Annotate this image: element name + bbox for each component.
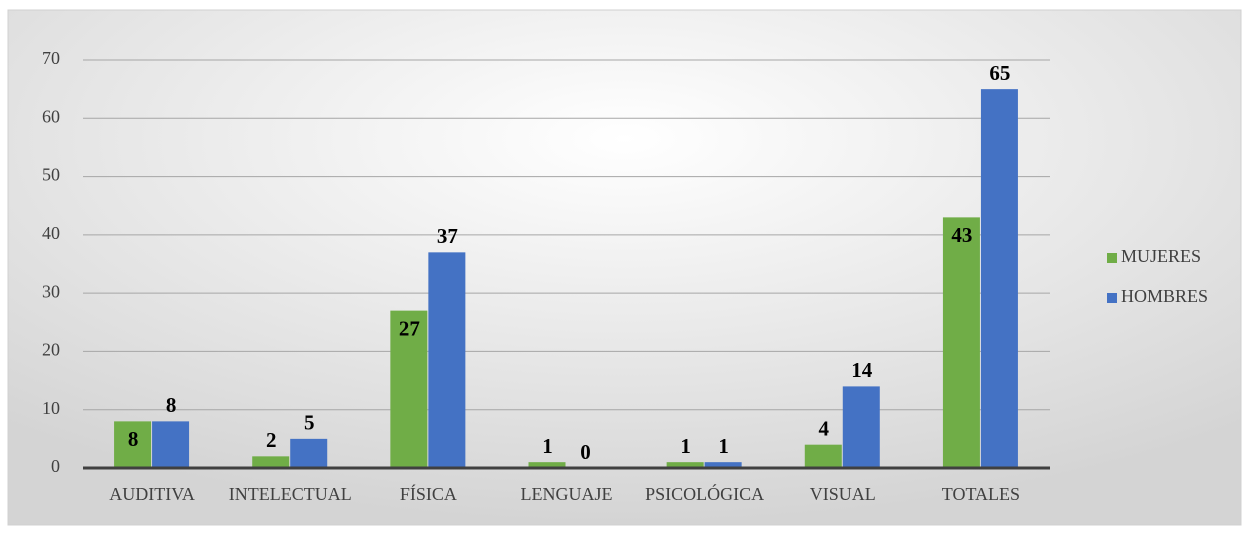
x-tick-label: LENGUAJE bbox=[521, 484, 613, 504]
y-tick-label: 10 bbox=[42, 398, 60, 418]
y-tick-label: 50 bbox=[42, 165, 60, 185]
bar bbox=[152, 421, 190, 468]
data-label: 1 bbox=[680, 434, 691, 458]
data-label: 2 bbox=[266, 428, 277, 452]
y-tick-label: 40 bbox=[42, 223, 60, 243]
data-label: 27 bbox=[399, 316, 420, 340]
data-label: 1 bbox=[718, 434, 729, 458]
bar bbox=[704, 462, 742, 468]
data-label: 5 bbox=[304, 411, 315, 435]
bar bbox=[428, 252, 466, 468]
bar bbox=[290, 438, 328, 468]
data-label: 1 bbox=[542, 434, 553, 458]
x-tick-label: TOTALES bbox=[942, 484, 1020, 504]
x-tick-label: INTELECTUAL bbox=[229, 484, 352, 504]
bar bbox=[666, 462, 704, 468]
data-label: 8 bbox=[166, 393, 177, 417]
bar bbox=[942, 217, 980, 468]
bar bbox=[980, 89, 1018, 469]
bar bbox=[114, 421, 152, 468]
y-tick-label: 60 bbox=[42, 106, 60, 126]
legend-swatch bbox=[1107, 293, 1117, 303]
legend-swatch bbox=[1107, 253, 1117, 263]
y-tick-label: 0 bbox=[51, 456, 60, 476]
x-tick-label: VISUAL bbox=[810, 484, 876, 504]
x-tick-label: PSICOLÓGICA bbox=[645, 483, 764, 504]
data-label: 8 bbox=[128, 427, 139, 451]
bar bbox=[390, 310, 428, 468]
data-label: 43 bbox=[951, 223, 972, 247]
data-label: 14 bbox=[851, 358, 873, 382]
legend-label: MUJERES bbox=[1121, 246, 1201, 266]
bar bbox=[528, 462, 566, 468]
data-label: 65 bbox=[989, 61, 1010, 85]
bar bbox=[252, 456, 290, 468]
y-tick-label: 70 bbox=[42, 48, 60, 68]
data-label: 4 bbox=[819, 416, 830, 440]
x-tick-label: FÍSICA bbox=[400, 483, 457, 504]
x-tick-label: AUDITIVA bbox=[109, 484, 195, 504]
y-tick-label: 20 bbox=[42, 340, 60, 360]
legend-label: HOMBRES bbox=[1121, 286, 1208, 306]
y-tick-label: 30 bbox=[42, 281, 60, 301]
bar bbox=[842, 386, 880, 468]
bar bbox=[804, 444, 842, 468]
data-label: 37 bbox=[437, 224, 458, 248]
chart-background bbox=[7, 9, 1242, 526]
data-label: 0 bbox=[580, 440, 591, 464]
